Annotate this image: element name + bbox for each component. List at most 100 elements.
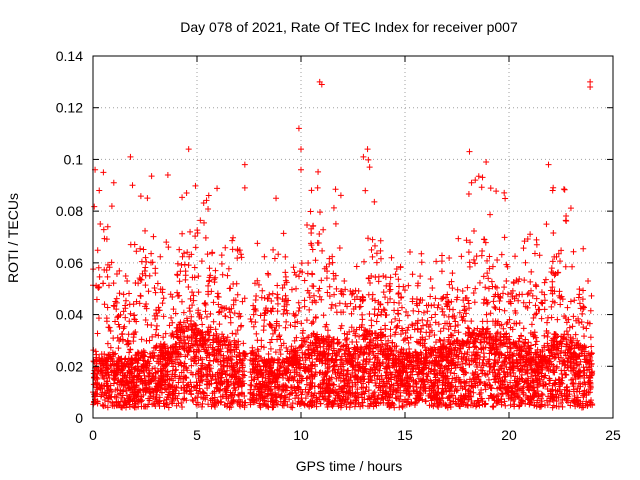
data-point bbox=[525, 344, 532, 351]
data-point bbox=[487, 347, 494, 354]
data-point bbox=[215, 339, 222, 346]
data-point bbox=[326, 334, 333, 341]
data-point bbox=[427, 368, 434, 375]
data-point bbox=[323, 380, 330, 387]
data-point bbox=[448, 278, 455, 285]
data-point bbox=[183, 397, 190, 404]
data-point bbox=[439, 353, 446, 360]
data-point bbox=[111, 367, 118, 374]
data-point bbox=[403, 401, 410, 408]
data-point bbox=[287, 359, 294, 366]
data-point bbox=[578, 350, 585, 357]
data-point bbox=[324, 355, 331, 362]
data-point bbox=[211, 394, 218, 401]
data-point bbox=[495, 359, 502, 366]
data-point bbox=[201, 364, 208, 371]
data-point bbox=[238, 391, 245, 398]
data-point bbox=[356, 333, 363, 340]
data-point bbox=[346, 404, 353, 411]
data-point bbox=[460, 365, 467, 372]
data-point bbox=[95, 315, 102, 322]
data-point bbox=[333, 285, 340, 292]
data-point bbox=[207, 365, 214, 372]
data-point bbox=[126, 403, 133, 410]
data-point bbox=[428, 314, 435, 321]
data-point bbox=[315, 168, 322, 175]
data-point bbox=[217, 374, 224, 381]
data-point bbox=[551, 331, 558, 338]
data-point bbox=[272, 327, 279, 334]
data-point bbox=[273, 394, 280, 401]
data-point bbox=[529, 292, 536, 299]
data-point bbox=[147, 392, 154, 399]
data-point bbox=[160, 334, 167, 341]
data-point bbox=[126, 318, 133, 325]
data-point bbox=[529, 393, 536, 400]
data-point bbox=[117, 390, 124, 397]
data-point bbox=[572, 403, 579, 410]
data-point bbox=[310, 347, 317, 354]
data-point bbox=[205, 361, 212, 368]
data-point bbox=[127, 241, 134, 248]
data-point bbox=[559, 396, 566, 403]
data-point bbox=[513, 341, 520, 348]
data-point bbox=[480, 300, 487, 307]
data-point bbox=[117, 398, 124, 405]
data-point bbox=[374, 341, 381, 348]
data-point bbox=[383, 393, 390, 400]
data-point bbox=[217, 399, 224, 406]
data-point bbox=[427, 352, 434, 359]
data-point bbox=[330, 336, 337, 343]
data-point bbox=[177, 375, 184, 382]
data-point bbox=[310, 330, 317, 337]
data-point bbox=[587, 354, 594, 361]
data-point bbox=[360, 385, 367, 392]
data-point bbox=[559, 380, 566, 387]
data-point bbox=[170, 388, 177, 395]
data-point bbox=[124, 392, 131, 399]
data-point bbox=[422, 398, 429, 405]
data-point bbox=[494, 291, 501, 298]
data-point bbox=[230, 234, 237, 241]
data-point bbox=[488, 337, 495, 344]
data-point bbox=[324, 333, 331, 340]
data-point bbox=[484, 339, 491, 346]
data-point bbox=[225, 265, 232, 272]
data-point bbox=[302, 395, 309, 402]
data-point bbox=[272, 349, 279, 356]
data-point bbox=[458, 366, 465, 373]
data-point bbox=[265, 379, 272, 386]
data-point bbox=[413, 384, 420, 391]
data-point bbox=[308, 320, 315, 327]
data-point bbox=[533, 295, 540, 302]
data-point bbox=[259, 383, 266, 390]
data-point bbox=[462, 380, 469, 387]
data-point bbox=[239, 298, 246, 305]
data-point bbox=[409, 368, 416, 375]
data-point bbox=[331, 291, 338, 298]
data-point bbox=[231, 341, 238, 348]
data-point bbox=[511, 403, 518, 410]
data-point bbox=[428, 327, 435, 334]
data-point bbox=[583, 359, 590, 366]
data-point bbox=[372, 335, 379, 342]
data-point bbox=[201, 300, 208, 307]
data-point bbox=[380, 306, 387, 313]
data-point bbox=[546, 355, 553, 362]
data-point bbox=[140, 361, 147, 368]
data-point bbox=[544, 386, 551, 393]
data-point bbox=[486, 253, 493, 260]
data-point bbox=[238, 379, 245, 386]
data-point bbox=[288, 362, 295, 369]
data-point bbox=[308, 362, 315, 369]
data-point bbox=[377, 247, 384, 254]
data-point bbox=[573, 341, 580, 348]
data-point bbox=[237, 323, 244, 330]
data-point bbox=[365, 387, 372, 394]
data-point bbox=[377, 255, 384, 262]
data-point bbox=[539, 352, 546, 359]
data-point bbox=[568, 368, 575, 375]
data-point bbox=[556, 388, 563, 395]
data-point bbox=[144, 195, 151, 202]
